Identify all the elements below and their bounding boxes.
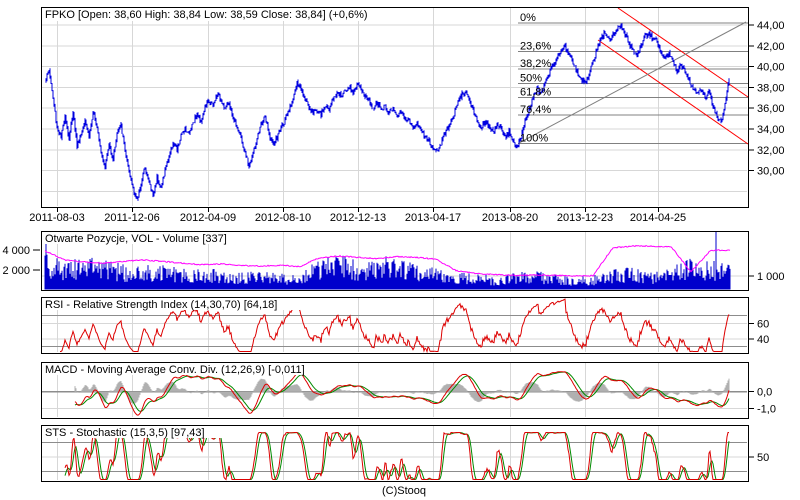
copyright: (C)Stooq — [382, 485, 426, 497]
trendline-red — [617, 7, 749, 98]
panel-titles: FPKO [Open: 38,60 High: 38,84 Low: 38,59… — [42, 8, 398, 439]
y-axis-label: 38,00 — [757, 82, 785, 94]
volume-title-bg — [42, 232, 242, 244]
main-title-bg — [42, 8, 398, 21]
trendline-gray — [518, 21, 747, 144]
fibonacci-level-label: 76,4% — [520, 104, 551, 116]
volume-panel-title: Otwarte Pozycje, VOL - Volume [337] — [45, 233, 227, 245]
fibonacci-level-label: 0% — [520, 12, 536, 24]
x-axis-label: 2011-12-06 — [104, 212, 159, 224]
macd-histogram — [74, 378, 730, 404]
y-axis-label: 42,00 — [757, 41, 785, 53]
x-axis-label: 2013-04-17 — [405, 212, 461, 224]
sts-panel-border — [41, 425, 749, 482]
fibonacci-level-label: 61,8% — [520, 86, 551, 98]
macd-panel-title: MACD - Moving Average Conv. Div. (12,26,… — [45, 364, 305, 376]
volume-left-label: 4 000 — [2, 245, 30, 257]
x-axis-label: 2012-04-09 — [180, 212, 236, 224]
fibonacci-level-label: 38,2% — [520, 58, 551, 70]
macd-panel-border — [41, 362, 749, 419]
main-panel-border — [41, 7, 749, 208]
open-interest-line — [44, 244, 731, 277]
rsi-panel-border — [41, 297, 749, 354]
rsi-line — [60, 298, 730, 354]
x-axis-label: 2011-08-03 — [29, 212, 84, 224]
y-axis-label: 30,00 — [757, 166, 785, 178]
chart-layers: 44,00 42,00 40,00 38,00 36,00 34,00 32,00 30,00… — [2, 7, 785, 482]
macd-line — [74, 371, 730, 416]
x-axis-label: 2014-04-25 — [630, 212, 686, 224]
sts-right-label: 50 — [757, 452, 769, 464]
y-axis-label: 40,00 — [757, 62, 785, 74]
fibonacci-level-label: 23,6% — [520, 41, 551, 53]
rsi-right-label: 40 — [757, 334, 769, 346]
y-axis-label: 32,00 — [757, 145, 785, 157]
y-axis-label: 44,00 — [757, 20, 785, 32]
volume-bars — [44, 232, 731, 290]
price-series — [45, 23, 730, 201]
volume-panel-border — [41, 231, 749, 291]
rsi-right-label: 60 — [757, 318, 769, 330]
y-axis-label: 34,00 — [757, 124, 785, 136]
sts-panel-title: STS - Stochastic (15,3,5) [97,43] — [45, 427, 205, 439]
main-chart-title: FPKO [Open: 38,60 High: 38,84 Low: 38,59… — [45, 9, 368, 21]
fibonacci-level-label: 100% — [520, 132, 548, 144]
volume-right-label: 1 000 — [757, 271, 785, 283]
x-axis-label: 2012-08-10 — [255, 212, 311, 224]
sts-title-bg — [42, 426, 222, 438]
x-axis-label: 2013-12-23 — [557, 212, 613, 224]
trendline-red — [597, 39, 749, 145]
fibonacci-level-label: 50% — [520, 72, 542, 84]
x-axis-label: 2013-08-20 — [482, 212, 538, 224]
rsi-title-bg — [42, 298, 300, 310]
volume-left-label: 2 000 — [2, 265, 30, 277]
y-axis-label: 36,00 — [757, 103, 785, 115]
macd-title-bg — [42, 363, 310, 375]
macd-right-label: 0,0 — [757, 387, 772, 399]
macd-right-label: -1,0 — [757, 403, 776, 415]
x-axis-label: 2012-12-13 — [330, 212, 386, 224]
rsi-panel-title: RSI - Relative Strength Index (14,30,70)… — [45, 299, 277, 311]
